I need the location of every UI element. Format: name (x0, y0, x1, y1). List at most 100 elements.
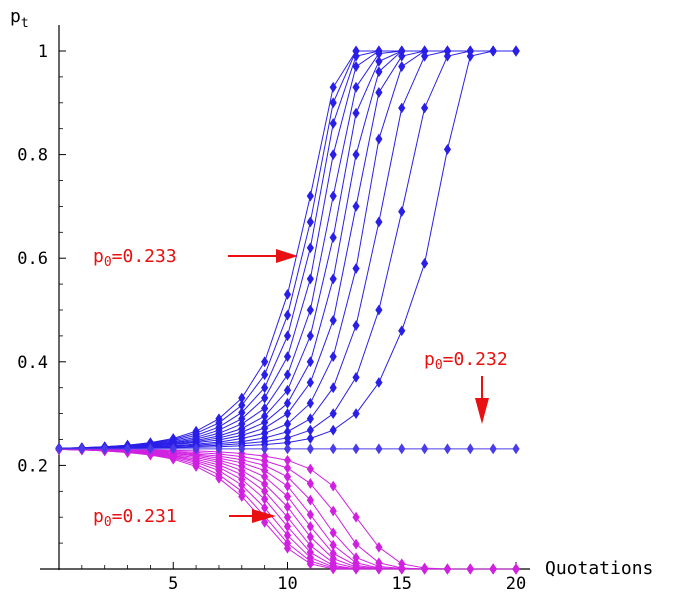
lower-series-point (443, 563, 452, 575)
annotation-flat-arrowhead (475, 398, 489, 424)
upper-series-point (283, 408, 292, 419)
lower-series-point (261, 478, 269, 490)
upper-series-point (306, 397, 314, 409)
annotation-lower-label: p0=0.231 (93, 506, 177, 530)
flat-series-point (261, 443, 269, 455)
annotation-lower: p0=0.231 (93, 506, 276, 530)
upper-series-point (238, 407, 246, 418)
y-tick-label: 0.6 (17, 249, 48, 269)
lower-series-point (283, 529, 292, 541)
flat-series-point (421, 443, 429, 455)
upper-series-point (283, 397, 292, 409)
upper-series-point (261, 382, 269, 394)
upper-series-point (421, 257, 429, 269)
flat-series-point (169, 443, 177, 455)
upper-series-point (329, 232, 337, 243)
upper-series-point (306, 242, 314, 254)
y-tick-label: 0.4 (17, 353, 48, 373)
annotation-upper: p0=0.233 (93, 246, 298, 270)
upper-series-point (375, 87, 383, 98)
upper-series-point (306, 424, 314, 436)
lower-series-point (398, 558, 406, 570)
annotation-flat-label: p0=0.232 (424, 349, 508, 373)
lower-series-point (283, 454, 292, 466)
lower-series-point (375, 557, 383, 569)
y-ticks: 0.2 0.4 0.6 0.8 1 (17, 42, 66, 544)
flat-series-point (375, 443, 383, 455)
x-tick-label: 20 (506, 574, 526, 593)
lower-series-point (489, 563, 497, 575)
lower-series-point (421, 562, 429, 574)
upper-series-point (352, 408, 360, 419)
upper-series-point (261, 410, 269, 422)
upper-series-point (375, 133, 383, 145)
x-axis-title: Quotations (545, 558, 653, 579)
upper-series-point (261, 369, 269, 381)
upper-series-point (352, 320, 360, 331)
y-axis-title-sub: t (21, 16, 29, 31)
upper-series-point (398, 325, 406, 337)
lower-series-point (306, 531, 314, 543)
upper-series-point (283, 330, 292, 342)
x-tick-label: 10 (277, 574, 297, 593)
y-axis-title: pt (10, 6, 29, 31)
upper-series-point (375, 377, 383, 388)
lower-series-point (238, 485, 246, 497)
lower-series-point (512, 563, 520, 575)
flat-series-point (101, 443, 109, 455)
flat-series-point (192, 443, 200, 455)
lower-series-point (352, 552, 360, 564)
flat-series-point (306, 443, 314, 455)
upper-series-point (283, 369, 292, 381)
upper-series-point (329, 118, 337, 129)
flat-series-point (352, 443, 360, 455)
lower-series-point (306, 509, 314, 521)
lower-series-point (306, 463, 314, 475)
upper-series-point (352, 61, 360, 72)
flat-series-point (283, 443, 292, 455)
upper-series-point (421, 102, 429, 114)
upper-series-point (306, 216, 314, 228)
flat-series-group (55, 443, 520, 455)
upper-series-point (306, 356, 314, 368)
annotation-flat: p0=0.232 (424, 349, 508, 424)
lower-series-point (329, 527, 337, 539)
upper-series-point (352, 149, 360, 160)
lower-series-point (352, 538, 360, 550)
lower-series-point (375, 541, 383, 553)
upper-series-point (375, 55, 383, 67)
lower-series-point (238, 479, 246, 491)
flat-series-point (78, 443, 86, 455)
lower-series-point (306, 547, 314, 558)
flat-series-point (146, 443, 154, 455)
flat-series-point (215, 443, 223, 455)
upper-series-point (283, 437, 292, 449)
upper-series-point (398, 102, 406, 114)
upper-series-point (261, 403, 269, 414)
upper-series-point (352, 107, 360, 119)
upper-series-point (375, 48, 383, 59)
upper-series-point (352, 371, 360, 383)
upper-series-point (329, 81, 337, 93)
lower-series-point (261, 493, 269, 505)
lower-series-point (283, 471, 292, 483)
upper-series-point (283, 426, 292, 438)
lower-series-point (261, 485, 269, 497)
lower-series-group (55, 443, 520, 575)
upper-series-point (306, 190, 314, 202)
upper-series-point (283, 384, 292, 396)
flat-series-point (489, 443, 497, 455)
annotation-lower-arrowhead (252, 509, 276, 523)
lower-series-point (283, 521, 292, 532)
x-tick-label: 15 (392, 574, 412, 593)
lower-series-point (306, 521, 314, 532)
lower-series-point (466, 563, 474, 575)
upper-series-point (443, 144, 452, 155)
y-tick-label: 0.8 (17, 146, 48, 166)
flat-series-point (123, 443, 132, 455)
upper-series-point (329, 314, 337, 326)
x-tick-label: 5 (168, 574, 178, 593)
upper-series-point (329, 408, 337, 419)
flat-series-point (55, 443, 63, 455)
